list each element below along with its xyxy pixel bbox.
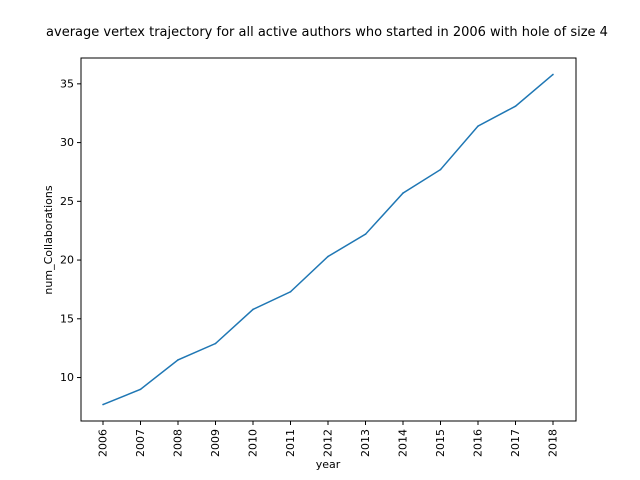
x-tick-label: 2007 xyxy=(134,429,147,457)
x-tick-label: 2017 xyxy=(509,429,522,457)
x-tick-label: 2012 xyxy=(322,429,335,457)
data-point xyxy=(102,403,104,406)
y-tick-label: 10 xyxy=(60,371,74,384)
y-tick-label: 25 xyxy=(60,195,74,208)
x-tick-label: 2015 xyxy=(434,429,447,457)
data-point xyxy=(327,255,329,258)
data-point xyxy=(477,125,479,127)
x-axis-label: year xyxy=(316,458,341,471)
data-point xyxy=(402,192,404,194)
x-tick-label: 2009 xyxy=(209,429,222,457)
x-tick-label: 2014 xyxy=(397,429,410,457)
plot-frame xyxy=(80,57,577,422)
x-tick-label: 2006 xyxy=(97,429,110,457)
data-point xyxy=(439,168,442,171)
y-tick-label: 30 xyxy=(60,136,74,149)
x-tick-label: 2016 xyxy=(472,429,485,457)
y-axis-label: num_Collaborations xyxy=(42,185,55,294)
x-tick-label: 2011 xyxy=(284,429,297,457)
data-point xyxy=(252,308,254,311)
y-tick-label: 15 xyxy=(60,312,74,325)
y-axis: 10 15 20 25 30 35 xyxy=(60,77,81,384)
chart-title: average vertex trajectory for all active… xyxy=(46,25,608,40)
data-point xyxy=(364,233,367,236)
x-tick-label: 2008 xyxy=(172,429,185,457)
data-point xyxy=(214,342,217,345)
data-point xyxy=(139,388,142,391)
data-point xyxy=(552,73,554,76)
data-point xyxy=(289,290,292,293)
data-point xyxy=(514,105,517,107)
x-tick-label: 2018 xyxy=(547,429,560,457)
series-line xyxy=(102,73,554,406)
y-tick-label: 20 xyxy=(60,254,74,267)
x-tick-label: 2013 xyxy=(359,429,372,457)
series-group xyxy=(102,73,554,406)
x-tick-label: 2010 xyxy=(247,429,260,457)
data-point xyxy=(177,359,179,361)
y-tick-label: 35 xyxy=(60,77,74,90)
x-axis: 2006 2007 2008 2009 2010 2011 2012 2013 2014 2015… xyxy=(97,421,560,457)
